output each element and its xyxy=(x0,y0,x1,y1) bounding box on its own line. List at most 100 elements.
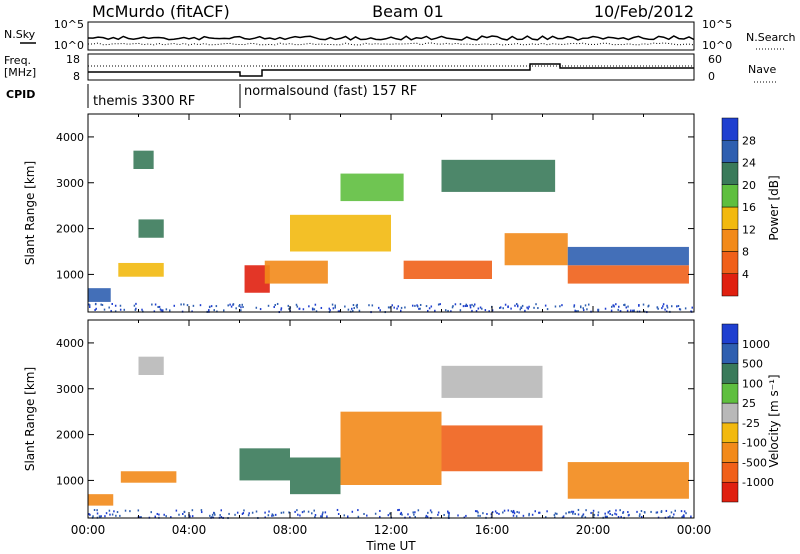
scatter-speck xyxy=(418,307,420,310)
scatter-speck xyxy=(620,515,622,518)
scatter-speck xyxy=(223,309,225,312)
scatter-speck xyxy=(684,307,687,310)
scatter-speck xyxy=(163,513,165,516)
scatter-speck xyxy=(366,514,368,517)
nave-hi: 60 xyxy=(708,53,722,66)
scatter-speck xyxy=(486,513,488,516)
scatter-speck xyxy=(302,308,305,311)
nsearch-series xyxy=(88,42,695,46)
scatter-speck xyxy=(627,514,630,517)
scatter-speck xyxy=(356,306,358,309)
scatter-speck xyxy=(108,509,111,512)
scatter-speck xyxy=(294,510,296,513)
scatter-speck xyxy=(398,508,400,511)
scatter-speck xyxy=(611,513,614,516)
scatter-speck xyxy=(159,308,162,311)
scatter-speck xyxy=(511,511,514,514)
scatter-speck xyxy=(328,307,331,310)
scatter-speck xyxy=(665,509,668,512)
scatter-speck xyxy=(358,309,361,312)
scatter-speck xyxy=(240,306,242,309)
velocity-xlabel: Time UT xyxy=(365,539,416,553)
scatter-speck xyxy=(139,516,141,519)
colorbar-tick-label: 20 xyxy=(742,179,756,192)
scatter-speck xyxy=(457,514,459,517)
scatter-speck xyxy=(413,513,415,516)
scatter-speck xyxy=(119,308,122,311)
scatter-speck xyxy=(584,516,587,519)
scatter-speck xyxy=(396,307,398,310)
scatter-speck xyxy=(452,305,454,308)
echo-band-1 xyxy=(118,262,164,277)
scatter-speck xyxy=(627,511,629,514)
scatter-speck xyxy=(96,509,98,512)
scatter-speck xyxy=(619,509,621,512)
scatter-speck xyxy=(298,307,300,310)
scatter-speck xyxy=(574,309,576,312)
scatter-speck xyxy=(469,304,471,307)
scatter-speck xyxy=(168,309,171,312)
scatter-speck xyxy=(434,309,436,312)
scatter-speck xyxy=(88,305,91,308)
scatter-speck xyxy=(326,515,328,518)
scatter-speck xyxy=(471,303,473,306)
scatter-speck xyxy=(606,515,608,518)
scatter-speck xyxy=(235,307,237,310)
scatter-speck xyxy=(425,514,428,517)
scatter-speck xyxy=(518,511,520,514)
scatter-speck xyxy=(559,305,561,308)
scatter-speck xyxy=(479,514,481,517)
scatter-speck xyxy=(296,305,299,308)
scatter-speck xyxy=(565,512,567,515)
scatter-speck xyxy=(527,307,529,310)
scatter-speck xyxy=(574,512,576,515)
colorbar-tick-label: 100 xyxy=(742,377,763,390)
scatter-speck xyxy=(571,510,573,513)
scatter-speck xyxy=(301,511,304,514)
scatter-speck xyxy=(430,305,433,308)
scatter-speck xyxy=(324,511,327,514)
scatter-speck xyxy=(400,511,402,514)
scatter-speck xyxy=(677,304,680,307)
scatter-speck xyxy=(528,514,530,517)
scatter-speck xyxy=(101,303,104,306)
freq-lo: 8 xyxy=(73,70,80,83)
scatter-speck xyxy=(625,306,628,309)
scatter-speck xyxy=(568,511,570,514)
echo-band-2 xyxy=(133,150,154,169)
scatter-speck xyxy=(351,510,354,513)
scatter-speck xyxy=(426,515,429,518)
scatter-speck xyxy=(88,304,91,307)
nsky-panel: N.Sky 10^5 10^0 10^5 10^0 N.Search xyxy=(4,18,796,52)
scatter-speck xyxy=(581,515,583,518)
xtick-label: 00:00 xyxy=(677,523,712,537)
scatter-speck xyxy=(243,509,245,512)
cpid-label: CPID xyxy=(6,88,35,101)
scatter-speck xyxy=(241,303,243,306)
station-title: McMurdo (fitACF) xyxy=(92,2,230,21)
scatter-speck xyxy=(673,513,675,516)
velocity-colorbar-label: Velocity [m s⁻¹] xyxy=(767,374,781,467)
cpid-2-text: normalsound (fast) 157 RF xyxy=(244,84,417,99)
ytick-label: 3000 xyxy=(56,177,84,190)
scatter-speck xyxy=(450,310,452,313)
freq-panel: Freq. [MHz] 18 8 60 0 Nave xyxy=(4,53,776,83)
scatter-speck xyxy=(419,303,422,306)
scatter-speck xyxy=(409,516,411,519)
scatter-speck xyxy=(665,310,668,313)
scatter-speck xyxy=(608,510,611,513)
scatter-speck xyxy=(597,308,600,311)
scatter-speck xyxy=(640,515,643,518)
nsky-hi: 10^5 xyxy=(54,18,84,31)
scatter-speck xyxy=(479,306,482,309)
colorbar-swatch xyxy=(721,481,739,503)
scatter-speck xyxy=(586,308,588,311)
scatter-speck xyxy=(111,302,113,305)
scatter-speck xyxy=(503,509,506,512)
scatter-speck xyxy=(459,303,462,306)
colorbar-swatch xyxy=(721,273,739,297)
colorbar-tick-label: 16 xyxy=(742,201,756,214)
power-colorbar: 4 8 12 16 20 24 28 xyxy=(721,117,756,297)
scatter-speck xyxy=(371,304,374,307)
scatter-speck xyxy=(447,515,450,518)
